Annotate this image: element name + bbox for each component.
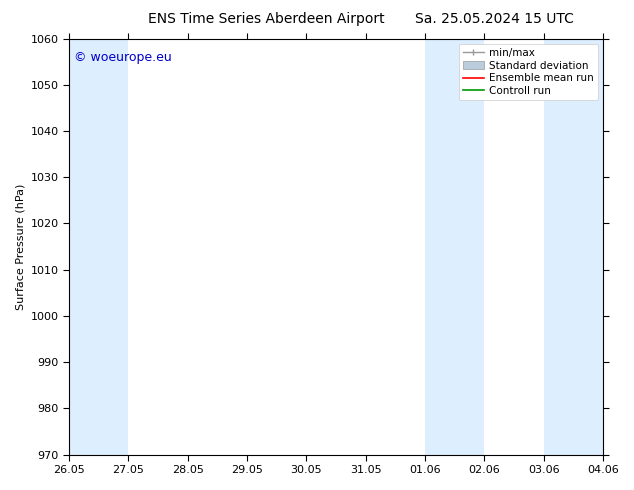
Bar xyxy=(425,39,484,455)
Text: ENS Time Series Aberdeen Airport: ENS Time Series Aberdeen Airport xyxy=(148,12,385,26)
Y-axis label: Surface Pressure (hPa): Surface Pressure (hPa) xyxy=(15,183,25,310)
Bar xyxy=(69,39,129,455)
Text: Sa. 25.05.2024 15 UTC: Sa. 25.05.2024 15 UTC xyxy=(415,12,574,26)
Bar xyxy=(544,39,603,455)
Text: © woeurope.eu: © woeurope.eu xyxy=(74,51,172,64)
Legend: min/max, Standard deviation, Ensemble mean run, Controll run: min/max, Standard deviation, Ensemble me… xyxy=(459,44,598,100)
